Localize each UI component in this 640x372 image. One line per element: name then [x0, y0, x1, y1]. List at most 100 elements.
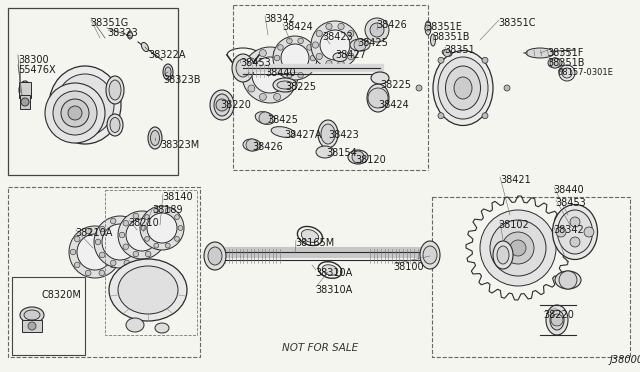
Ellipse shape — [371, 72, 389, 84]
Ellipse shape — [321, 124, 335, 144]
Text: 38342: 38342 — [264, 14, 295, 24]
Text: 38323B: 38323B — [163, 75, 200, 85]
Circle shape — [154, 243, 159, 248]
Text: 38100: 38100 — [393, 262, 424, 272]
Circle shape — [259, 49, 266, 57]
Circle shape — [316, 31, 323, 37]
Ellipse shape — [367, 84, 389, 112]
Ellipse shape — [210, 90, 234, 120]
Text: 38351F: 38351F — [547, 48, 584, 58]
Circle shape — [216, 99, 228, 111]
Bar — [20, 95, 30, 109]
Ellipse shape — [22, 84, 29, 96]
Circle shape — [156, 221, 161, 226]
Circle shape — [510, 240, 526, 256]
Circle shape — [274, 55, 280, 61]
Text: 38453: 38453 — [555, 198, 586, 208]
Text: J38000RB: J38000RB — [610, 355, 640, 365]
Ellipse shape — [497, 246, 509, 264]
Text: 38426: 38426 — [376, 20, 407, 30]
Ellipse shape — [150, 131, 159, 145]
Text: 38310A: 38310A — [315, 268, 352, 278]
Ellipse shape — [301, 230, 319, 243]
Ellipse shape — [107, 114, 123, 136]
Circle shape — [165, 243, 170, 248]
Circle shape — [298, 38, 303, 44]
Ellipse shape — [350, 39, 370, 51]
Circle shape — [94, 216, 146, 268]
Circle shape — [145, 213, 151, 219]
Circle shape — [77, 234, 113, 270]
Circle shape — [307, 66, 312, 71]
Circle shape — [111, 260, 116, 266]
Ellipse shape — [163, 64, 173, 80]
Ellipse shape — [420, 241, 440, 269]
Circle shape — [274, 93, 280, 100]
Ellipse shape — [56, 74, 114, 136]
Ellipse shape — [438, 57, 488, 119]
Ellipse shape — [106, 76, 124, 104]
Circle shape — [114, 249, 120, 255]
Text: 38220: 38220 — [543, 310, 574, 320]
Circle shape — [85, 270, 91, 276]
Circle shape — [482, 113, 488, 119]
Circle shape — [416, 85, 422, 91]
Circle shape — [285, 58, 292, 65]
Text: 38440: 38440 — [265, 68, 296, 78]
Circle shape — [21, 98, 29, 106]
Circle shape — [570, 217, 580, 227]
Text: 38351C: 38351C — [498, 18, 536, 28]
Ellipse shape — [214, 94, 230, 116]
Ellipse shape — [236, 59, 250, 77]
Ellipse shape — [109, 80, 121, 100]
Circle shape — [140, 206, 184, 250]
Ellipse shape — [433, 51, 493, 125]
Circle shape — [348, 53, 354, 60]
Circle shape — [425, 25, 431, 31]
Ellipse shape — [110, 118, 120, 132]
Ellipse shape — [277, 81, 293, 89]
Ellipse shape — [550, 310, 564, 330]
Ellipse shape — [431, 34, 435, 46]
Circle shape — [320, 30, 350, 60]
Ellipse shape — [348, 150, 368, 164]
Circle shape — [316, 53, 323, 60]
Text: 38351B: 38351B — [432, 32, 470, 42]
Text: 38425: 38425 — [267, 115, 298, 125]
Text: 38453: 38453 — [240, 58, 271, 68]
Circle shape — [135, 252, 141, 258]
Circle shape — [570, 237, 580, 247]
Circle shape — [246, 139, 258, 151]
Circle shape — [123, 244, 129, 250]
Ellipse shape — [425, 21, 431, 35]
Text: 38210A: 38210A — [75, 228, 113, 238]
Ellipse shape — [271, 126, 295, 137]
Circle shape — [273, 36, 317, 80]
Circle shape — [311, 21, 359, 69]
Ellipse shape — [243, 139, 261, 151]
Circle shape — [147, 213, 177, 243]
Text: 38351G: 38351G — [90, 18, 128, 28]
Circle shape — [95, 239, 101, 245]
Ellipse shape — [109, 259, 187, 321]
Circle shape — [310, 55, 316, 61]
Circle shape — [70, 249, 76, 255]
Circle shape — [68, 106, 82, 120]
Circle shape — [438, 57, 444, 63]
Circle shape — [312, 42, 319, 48]
Text: 38424: 38424 — [282, 22, 313, 32]
Ellipse shape — [155, 323, 169, 333]
Circle shape — [61, 99, 89, 127]
Circle shape — [502, 232, 534, 264]
Circle shape — [45, 83, 105, 143]
Ellipse shape — [442, 50, 452, 56]
Ellipse shape — [49, 66, 121, 144]
Circle shape — [69, 226, 121, 278]
Text: 38140: 38140 — [162, 192, 193, 202]
Text: 08157-0301E: 08157-0301E — [557, 68, 613, 77]
Circle shape — [556, 227, 566, 237]
Circle shape — [140, 239, 145, 245]
Circle shape — [145, 215, 150, 219]
Circle shape — [559, 271, 577, 289]
Circle shape — [480, 210, 556, 286]
